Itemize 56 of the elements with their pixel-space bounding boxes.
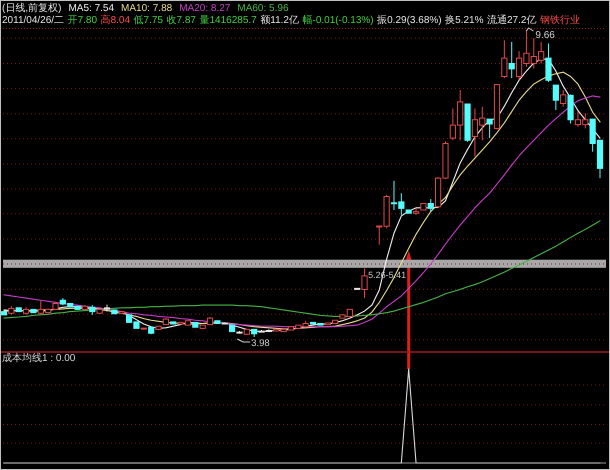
candlestick <box>486 118 493 139</box>
text: 低7.75 <box>134 15 164 26</box>
candlestick <box>89 304 96 316</box>
candlestick <box>104 304 110 312</box>
candlestick <box>192 321 198 328</box>
text: 振0.29(3.68%) <box>377 14 442 26</box>
candlestick <box>0 310 8 316</box>
text: 高8.04 <box>100 14 130 26</box>
text: 成本均线1 : 0.00 <box>2 352 76 364</box>
text: 量1416285.7 <box>199 15 258 26</box>
text: 换5.21% <box>445 14 484 26</box>
candlestick <box>464 103 471 142</box>
candlestick <box>155 325 162 330</box>
candlestick <box>244 328 250 336</box>
candlestick <box>214 320 220 325</box>
candlestick <box>229 324 236 333</box>
candlestick <box>118 310 125 314</box>
candlestick <box>96 308 103 314</box>
candlestick <box>111 308 118 315</box>
candlestick <box>567 94 574 124</box>
candlestick <box>552 84 559 110</box>
candlestick <box>82 304 88 310</box>
candlestick <box>30 308 37 314</box>
candlestick <box>406 208 412 214</box>
text: 钢铁行业 <box>538 14 580 26</box>
text: 额11.2亿 <box>260 14 299 26</box>
candlestick <box>420 202 427 212</box>
text: 2011/04/26/二 <box>2 15 64 26</box>
candlestick <box>251 328 258 338</box>
candlestick <box>494 84 500 130</box>
text: 收7.87 <box>166 15 196 26</box>
candlestick <box>560 89 566 108</box>
chart-title: (日线,前复权) <box>2 2 62 14</box>
candlestick <box>148 326 154 335</box>
candlestick <box>236 330 243 334</box>
candlestick <box>162 318 169 326</box>
text: 幅-0.01(-0.13%) <box>302 14 374 26</box>
candlestick <box>16 306 22 313</box>
candlestick <box>222 322 228 325</box>
text: 开7.80 <box>68 15 98 26</box>
candlestick <box>361 268 368 299</box>
annotation: 9.66 <box>535 30 556 41</box>
text: 3.98 <box>251 338 270 349</box>
candlestick <box>412 208 420 216</box>
candlestick <box>22 306 30 316</box>
candlestick <box>170 320 176 326</box>
text: MA5: 7.54 <box>68 3 114 14</box>
candlestick <box>545 43 552 82</box>
text: 流通27.2亿 <box>486 14 536 26</box>
candlestick <box>8 306 14 316</box>
text: MA20: 8.27 <box>179 3 231 14</box>
text: MA10: 7.88 <box>121 3 173 14</box>
candlestick <box>501 40 508 79</box>
candlestick <box>508 41 515 79</box>
candlestick <box>428 198 434 212</box>
text: MA60: 5.96 <box>237 3 289 14</box>
